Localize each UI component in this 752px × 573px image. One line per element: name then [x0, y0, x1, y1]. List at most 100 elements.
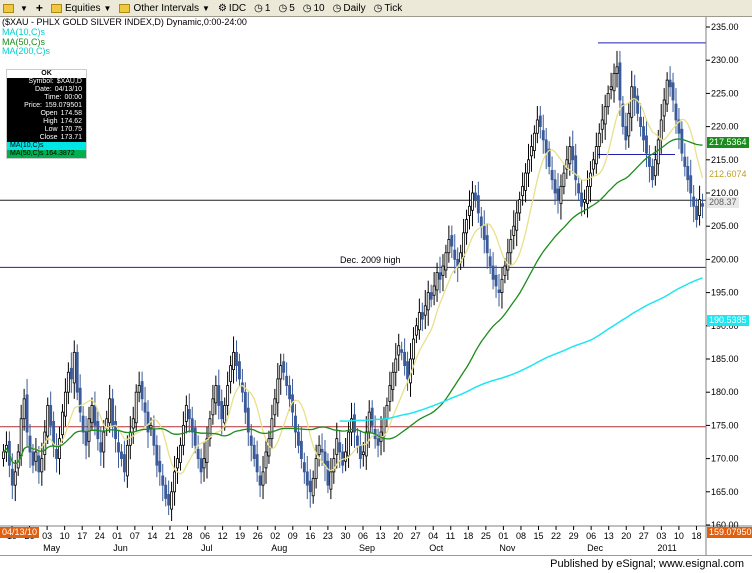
- ma50-price-label: 217.5364: [707, 137, 749, 148]
- candle-body: [497, 289, 501, 294]
- interval-idc-button[interactable]: ⚙ IDC: [215, 1, 249, 15]
- candle-body: [612, 73, 616, 92]
- infobox-date: 04/13/10: [54, 86, 82, 93]
- candle-body: [181, 424, 185, 446]
- candle-body: [235, 351, 238, 367]
- add-button[interactable]: +: [33, 1, 46, 15]
- interval-10-button[interactable]: ◷ 10: [300, 1, 328, 15]
- candle-body: [187, 409, 191, 420]
- candle-body: [406, 361, 409, 380]
- legend-ma200[interactable]: MA(200,C)s: [2, 46, 51, 56]
- candle-body: [305, 471, 309, 486]
- candle-body: [400, 349, 404, 353]
- candle-body: [229, 365, 233, 382]
- candle-body: [326, 460, 330, 486]
- interval-1-label: 1: [264, 2, 271, 14]
- candle-body: [506, 252, 510, 271]
- candle-body: [111, 398, 115, 426]
- candle-body: [243, 391, 247, 413]
- interval-5-label: 5: [289, 2, 295, 14]
- candle-body: [376, 438, 380, 446]
- candle-body: [656, 139, 660, 165]
- chart-window[interactable]: 235.00 230.00 225.00 220.00 215.00 210.00 205.…: [0, 17, 752, 555]
- candle-body: [350, 418, 353, 433]
- candle-body: [193, 427, 197, 446]
- candle-body: [577, 183, 581, 194]
- candle-body: [609, 86, 613, 90]
- x-tick-label: 27: [639, 531, 649, 541]
- candle-body: [205, 438, 209, 463]
- candle-body: [683, 156, 687, 167]
- candle-body: [311, 478, 315, 497]
- infobox-ok[interactable]: OK: [7, 70, 86, 78]
- candle-body: [167, 494, 171, 506]
- candle-body: [184, 405, 188, 422]
- interval-icon: ◷: [278, 2, 288, 14]
- candle-body: [78, 387, 82, 413]
- infobox-close-row: Close 173.71: [39, 134, 82, 141]
- legend-ma50[interactable]: MA(50,C)s: [2, 37, 46, 47]
- candle-body: [550, 170, 554, 181]
- candle-body: [66, 371, 70, 393]
- candle-body: [72, 351, 76, 384]
- candle-body: [108, 398, 112, 424]
- candle-body: [143, 402, 147, 413]
- interval-daily-button[interactable]: ◷ Daily: [330, 1, 369, 15]
- candle-body: [394, 358, 398, 373]
- candle-body: [270, 418, 274, 440]
- dropdown-arrow-icon: ▼: [103, 3, 112, 13]
- price-axis[interactable]: 235.00 230.00 225.00 220.00 215.00 210.00 205.…: [706, 22, 739, 530]
- dropdown-arrow-icon: ▼: [20, 3, 28, 13]
- candle-body: [465, 219, 468, 234]
- candle-body: [164, 484, 168, 499]
- open-folder-button[interactable]: ▼: [0, 1, 31, 15]
- infobox-price: 159.079501: [45, 102, 82, 109]
- y-tick-label: 195.00: [711, 288, 739, 298]
- candle-body: [87, 418, 91, 442]
- candle-body: [388, 385, 392, 402]
- interval-icon: ◷: [373, 2, 383, 14]
- status-bar: Published by eSignal; www.esignal.com: [0, 555, 752, 573]
- candle-body: [226, 385, 230, 406]
- infobox-close: 173.71: [60, 134, 82, 141]
- candle-body: [99, 442, 103, 453]
- interval-tick-button[interactable]: ◷ Tick: [371, 1, 406, 15]
- candlesticks: [2, 50, 704, 522]
- last-price-label: 208.37: [707, 197, 739, 208]
- candle-body: [370, 407, 374, 426]
- candle-body: [568, 146, 572, 165]
- daily-label: Daily: [343, 2, 366, 14]
- candle-body: [320, 448, 324, 453]
- candle-body: [391, 371, 395, 390]
- candle-body: [137, 385, 141, 393]
- ma200-price-label: 190.5385: [707, 315, 749, 326]
- candle-body: [515, 212, 519, 231]
- x-tick-label: 30: [340, 531, 350, 541]
- price-chart[interactable]: 235.00 230.00 225.00 220.00 215.00 210.00 205.…: [0, 17, 752, 555]
- other-intervals-dropdown[interactable]: Other Intervals ▼: [116, 1, 213, 15]
- x-tick-label: 10: [674, 531, 684, 541]
- candle-body: [285, 375, 289, 386]
- x-tick-label: 20: [621, 531, 631, 541]
- candle-body: [46, 405, 50, 437]
- candle-body: [606, 93, 610, 108]
- candle-body: [580, 192, 584, 207]
- candle-body: [586, 185, 589, 205]
- candle-body: [636, 95, 640, 114]
- y-tick-label: 175.00: [711, 420, 739, 430]
- x-month-label: Jun: [113, 543, 128, 553]
- x-tick-label: 03: [656, 531, 666, 541]
- x-tick-label: 09: [288, 531, 298, 541]
- candle-body: [630, 86, 634, 118]
- x-tick-label: 04: [428, 531, 438, 541]
- candle-body: [600, 119, 604, 130]
- interval-icon: ◷: [332, 2, 342, 14]
- x-month-label: May: [43, 543, 61, 553]
- y-tick-label: 235.00: [711, 22, 739, 32]
- legend-ma10[interactable]: MA(10,C)s: [2, 27, 46, 37]
- equities-dropdown[interactable]: Equities ▼: [48, 1, 115, 15]
- interval-5-button[interactable]: ◷ 5: [275, 1, 297, 15]
- time-axis[interactable]: 1926031017240107142128061219260209162330…: [7, 526, 701, 553]
- candle-body: [282, 361, 286, 373]
- interval-1-button[interactable]: ◷ 1: [251, 1, 273, 15]
